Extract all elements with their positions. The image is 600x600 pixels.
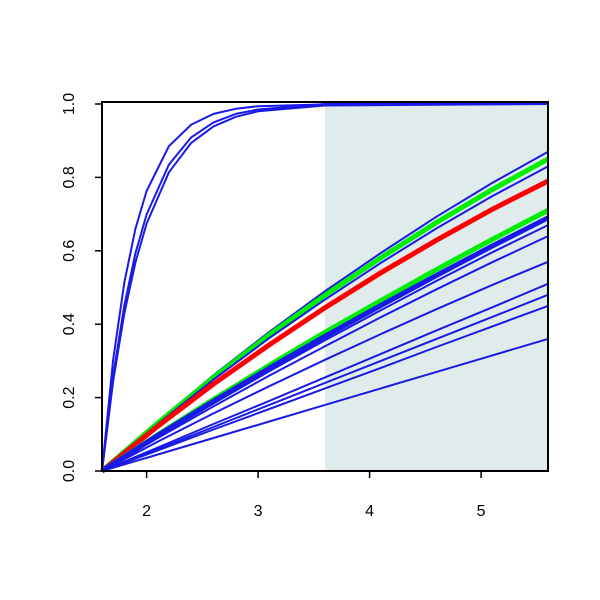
x-tick-label: 3 xyxy=(254,503,263,520)
curve xyxy=(101,224,549,472)
curve xyxy=(100,215,550,474)
curve xyxy=(101,260,549,472)
curve xyxy=(100,178,550,473)
y-tick-label: 0.0 xyxy=(61,460,78,482)
x-tick-label: 2 xyxy=(142,503,151,520)
y-tick-label: 1.0 xyxy=(61,93,78,115)
curve xyxy=(101,304,549,472)
plot-box xyxy=(101,101,549,472)
curve xyxy=(101,282,549,472)
y-tick-label: 0.4 xyxy=(61,313,78,335)
x-tick-label: 5 xyxy=(477,503,486,520)
curve xyxy=(100,156,550,473)
y-tick-label: 0.6 xyxy=(61,240,78,262)
curve xyxy=(101,235,549,472)
y-tick-label: 0.8 xyxy=(61,166,78,188)
curve xyxy=(101,293,549,472)
x-tick-label: 4 xyxy=(365,503,374,520)
curve xyxy=(101,103,548,472)
y-tick-label: 0.2 xyxy=(61,386,78,408)
curve xyxy=(101,103,549,472)
shaded-region xyxy=(325,104,548,471)
curve xyxy=(101,337,549,472)
curve xyxy=(101,103,549,472)
